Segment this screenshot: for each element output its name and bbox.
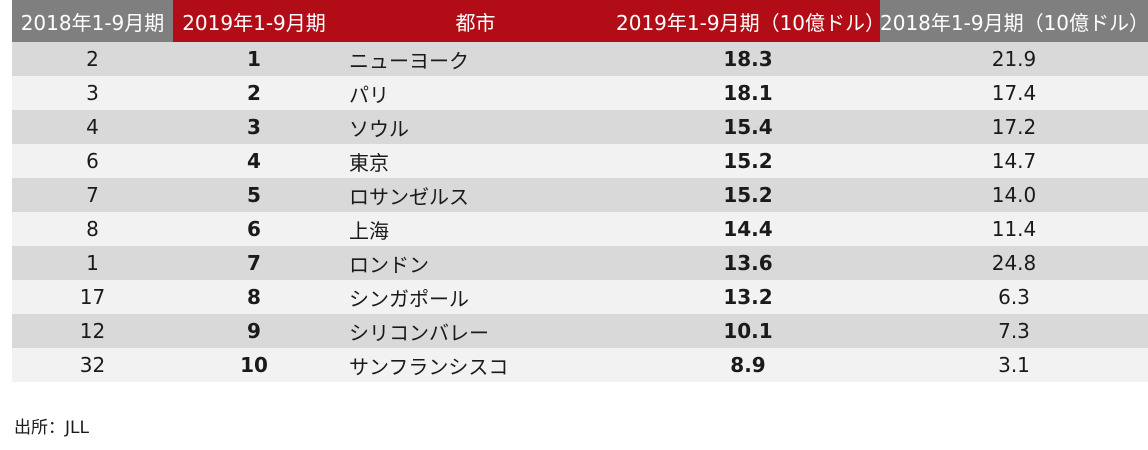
- table-row: 6 4 東京 15.2 14.7: [12, 144, 1148, 178]
- cell-rank-2018: 7: [12, 178, 173, 212]
- header-rank-2019: 2019年1-9月期: [173, 0, 335, 42]
- table-row: 8 6 上海 14.4 11.4: [12, 212, 1148, 246]
- cell-rank-2019: 4: [173, 144, 335, 178]
- cell-value-2019: 15.2: [616, 144, 880, 178]
- cell-value-2018: 3.1: [880, 348, 1148, 382]
- cell-value-2018: 14.7: [880, 144, 1148, 178]
- cell-value-2019: 10.1: [616, 314, 880, 348]
- cell-value-2019: 13.2: [616, 280, 880, 314]
- cell-rank-2018: 8: [12, 212, 173, 246]
- cell-value-2019: 13.6: [616, 246, 880, 280]
- cell-rank-2018: 17: [12, 280, 173, 314]
- cell-rank-2018: 12: [12, 314, 173, 348]
- cell-value-2018: 14.0: [880, 178, 1148, 212]
- table-row: 12 9 シリコンバレー 10.1 7.3: [12, 314, 1148, 348]
- table-row: 32 10 サンフランシスコ 8.9 3.1: [12, 348, 1148, 382]
- header-value-2018: 2018年1-9月期（10億ドル）: [880, 0, 1148, 42]
- cell-rank-2018: 3: [12, 76, 173, 110]
- table-row: 7 5 ロサンゼルス 15.2 14.0: [12, 178, 1148, 212]
- cell-value-2019: 15.2: [616, 178, 880, 212]
- cell-value-2018: 24.8: [880, 246, 1148, 280]
- cell-value-2019: 18.3: [616, 42, 880, 76]
- cell-rank-2018: 6: [12, 144, 173, 178]
- cell-rank-2019: 6: [173, 212, 335, 246]
- cell-city: 上海: [335, 212, 616, 246]
- table-row: 4 3 ソウル 15.4 17.2: [12, 110, 1148, 144]
- cell-value-2019: 18.1: [616, 76, 880, 110]
- header-row: 2018年1-9月期 2019年1-9月期 都市 2019年1-9月期（10億ド…: [12, 0, 1148, 42]
- table-row: 3 2 パリ 18.1 17.4: [12, 76, 1148, 110]
- cell-value-2018: 11.4: [880, 212, 1148, 246]
- cell-city: ニューヨーク: [335, 42, 616, 76]
- cell-city: ロサンゼルス: [335, 178, 616, 212]
- cell-value-2019: 15.4: [616, 110, 880, 144]
- cell-city: ロンドン: [335, 246, 616, 280]
- cell-value-2019: 8.9: [616, 348, 880, 382]
- header-value-2019: 2019年1-9月期（10億ドル）: [616, 0, 880, 42]
- cell-value-2018: 17.4: [880, 76, 1148, 110]
- cell-rank-2019: 9: [173, 314, 335, 348]
- cell-rank-2018: 1: [12, 246, 173, 280]
- cell-city: ソウル: [335, 110, 616, 144]
- table-row: 1 7 ロンドン 13.6 24.8: [12, 246, 1148, 280]
- cell-city: 東京: [335, 144, 616, 178]
- cell-city: パリ: [335, 76, 616, 110]
- cell-rank-2018: 32: [12, 348, 173, 382]
- cell-rank-2019: 1: [173, 42, 335, 76]
- cell-rank-2019: 2: [173, 76, 335, 110]
- cell-value-2018: 17.2: [880, 110, 1148, 144]
- cell-rank-2019: 3: [173, 110, 335, 144]
- cell-value-2018: 21.9: [880, 42, 1148, 76]
- cell-rank-2019: 5: [173, 178, 335, 212]
- source-note: 出所：JLL: [14, 418, 89, 438]
- cell-city: サンフランシスコ: [335, 348, 616, 382]
- cell-value-2018: 7.3: [880, 314, 1148, 348]
- cell-city: シンガポール: [335, 280, 616, 314]
- cell-rank-2019: 10: [173, 348, 335, 382]
- cell-rank-2019: 7: [173, 246, 335, 280]
- header-city: 都市: [335, 0, 616, 42]
- cell-rank-2018: 2: [12, 42, 173, 76]
- cell-rank-2018: 4: [12, 110, 173, 144]
- header-rank-2018: 2018年1-9月期: [12, 0, 173, 42]
- cell-value-2018: 6.3: [880, 280, 1148, 314]
- cell-value-2019: 14.4: [616, 212, 880, 246]
- cell-rank-2019: 8: [173, 280, 335, 314]
- cell-city: シリコンバレー: [335, 314, 616, 348]
- ranking-table: 2018年1-9月期 2019年1-9月期 都市 2019年1-9月期（10億ド…: [12, 0, 1148, 382]
- table-row: 2 1 ニューヨーク 18.3 21.9: [12, 42, 1148, 76]
- table-row: 17 8 シンガポール 13.2 6.3: [12, 280, 1148, 314]
